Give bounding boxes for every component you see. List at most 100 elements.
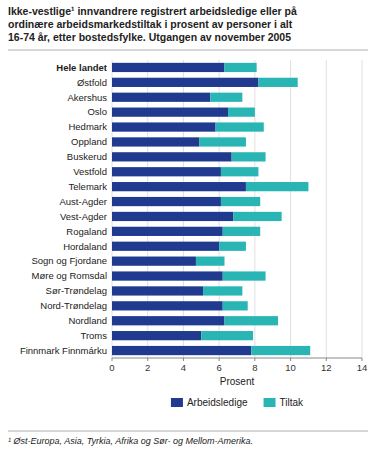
category-label: Sør-Trøndelag [46, 285, 107, 296]
category-label: Hele landet [56, 62, 108, 73]
bar [196, 257, 225, 266]
bar [112, 93, 210, 102]
category-label: Østfold [77, 77, 107, 88]
tick [254, 358, 255, 361]
separator [8, 431, 368, 432]
chart: Ikke-vestlige¹ innvandrere registrert ar… [0, 0, 376, 459]
bar [112, 122, 216, 131]
bar [112, 152, 232, 161]
x-label: Prosent [220, 376, 255, 387]
bar [112, 271, 223, 280]
bar [232, 152, 266, 161]
bars [112, 63, 310, 355]
legend-swatch [171, 398, 183, 407]
title: ordinære arbeidsmarkedstiltak i prosent … [8, 18, 293, 30]
legend-item: Arbeidsledige [171, 397, 248, 408]
x-axis [112, 358, 362, 359]
grid [112, 60, 362, 358]
grid-line [219, 60, 220, 358]
bar [221, 167, 259, 176]
tick-label: 0 [109, 362, 114, 373]
bar [112, 257, 196, 266]
category-label: Hordaland [63, 241, 107, 252]
bar [112, 197, 221, 206]
grid-line [290, 60, 291, 358]
bar [112, 316, 225, 325]
bar [200, 137, 246, 146]
bar [112, 137, 200, 146]
bar [225, 63, 257, 72]
category-label: Finnmark Finnmárku [20, 345, 107, 356]
bar [112, 286, 203, 295]
bar [223, 271, 266, 280]
tick-label: 10 [285, 362, 296, 373]
bar [201, 331, 253, 340]
category-label: Vest-Agder [60, 211, 107, 222]
title: 16-74 år, etter bostedsfylke. Utgangen a… [8, 31, 291, 43]
grid-line [254, 60, 255, 358]
tick-label: 14 [357, 362, 368, 373]
bar [112, 346, 251, 355]
tick [362, 358, 363, 361]
category-label: Nordland [68, 315, 107, 326]
bar [112, 182, 246, 191]
bar [223, 301, 248, 310]
category-label: Nord-Trøndelag [40, 300, 107, 311]
tick [147, 358, 148, 361]
grid-line [112, 60, 113, 358]
bar [112, 242, 219, 251]
legend-label: Tiltak [280, 397, 305, 408]
bar [112, 227, 223, 236]
category-label: Hedmark [68, 121, 107, 132]
bar [221, 197, 260, 206]
separator [8, 50, 368, 51]
grid-line [326, 60, 327, 358]
bar [112, 331, 201, 340]
bar [223, 227, 261, 236]
grid-line [362, 60, 363, 358]
bar [112, 167, 221, 176]
bar [210, 93, 242, 102]
legend-item: Tiltak [264, 397, 305, 408]
bar [203, 286, 242, 295]
category-label: Oslo [87, 106, 107, 117]
bar [112, 63, 225, 72]
bar [228, 108, 255, 117]
grid-line [147, 60, 148, 358]
category-label: Sogn og Fjordane [31, 255, 107, 266]
category-label: Buskerud [67, 151, 107, 162]
grid-line [183, 60, 184, 358]
footnote: ¹ Øst-Europa, Asia, Tyrkia, Afrika og Sø… [8, 436, 253, 446]
tick [219, 358, 220, 361]
tick [112, 358, 113, 361]
tick [326, 358, 327, 361]
title: Ikke-vestlige¹ innvandrere registrert ar… [8, 5, 297, 17]
bar [233, 212, 281, 221]
category-label: Oppland [71, 136, 107, 147]
tick-label: 8 [252, 362, 257, 373]
category-label: Rogaland [66, 226, 107, 237]
legend: Arbeidsledige Tiltak [171, 397, 304, 408]
category-label: Vestfold [73, 166, 107, 177]
tick-label: 4 [181, 362, 186, 373]
tick [183, 358, 184, 361]
category-label: Aust-Agder [59, 196, 107, 207]
bar [112, 78, 258, 87]
bar [112, 301, 223, 310]
tick-label: 2 [145, 362, 150, 373]
category-label: Telemark [68, 181, 107, 192]
bar [225, 316, 279, 325]
bar [246, 182, 309, 191]
tick-label: 6 [216, 362, 221, 373]
bar [219, 242, 246, 251]
bar [216, 122, 264, 131]
category-label: Troms [80, 330, 107, 341]
category-label: Akershus [67, 92, 107, 103]
bar [112, 108, 228, 117]
bar [251, 346, 310, 355]
tick-label: 12 [321, 362, 332, 373]
legend-label: Arbeidsledige [187, 397, 248, 408]
bar [112, 212, 233, 221]
tick [290, 358, 291, 361]
category-label: Møre og Romsdal [32, 270, 108, 281]
